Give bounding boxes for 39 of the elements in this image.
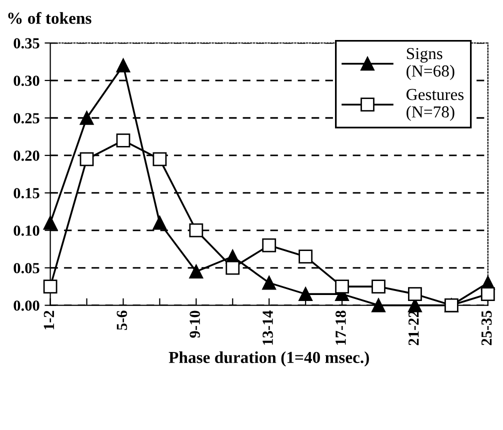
y-tick-label: 0.25 (14, 113, 40, 124)
y-axis-title: % of tokens (8, 12, 92, 24)
x-tick-label: 17-18 (336, 310, 346, 345)
y-tick-label: 0.20 (14, 150, 40, 161)
point (189, 264, 204, 279)
point (116, 58, 130, 72)
legend-label: Signs (N=68) (406, 48, 454, 80)
x-tick-label: 25-35 (481, 310, 492, 346)
point (372, 298, 386, 312)
legend-label: Gestures (N=78) (406, 88, 464, 121)
y-tick-label: 0.15 (14, 188, 40, 198)
point (80, 111, 94, 125)
x-tick-label: 5-6 (116, 310, 128, 330)
point (298, 287, 313, 302)
y-tick-label: 0.35 (14, 38, 40, 49)
point (189, 223, 204, 238)
point (262, 238, 276, 252)
point (480, 287, 495, 302)
x-axis-title: Phase duration (1=40 msec.) (168, 351, 369, 366)
point (335, 280, 349, 294)
point (80, 152, 94, 166)
point (298, 250, 313, 264)
point (408, 287, 422, 302)
x-tick-label: 13-14 (262, 310, 273, 345)
x-tick-label: 9-10 (190, 310, 200, 338)
point (43, 216, 58, 230)
y-tick-label: 0.05 (14, 262, 40, 274)
x-tick-label: 21-22 (408, 310, 419, 346)
point (152, 216, 167, 230)
point (152, 152, 167, 166)
point (262, 276, 276, 290)
y-tick-label: 0.00 (14, 300, 40, 311)
point (226, 260, 240, 275)
point (116, 133, 130, 148)
x-tick-label: 1-2 (44, 310, 54, 330)
y-tick-label: 0.10 (14, 226, 40, 236)
point (372, 280, 386, 294)
point (43, 280, 58, 294)
y-tick-label: 0.30 (14, 76, 40, 86)
